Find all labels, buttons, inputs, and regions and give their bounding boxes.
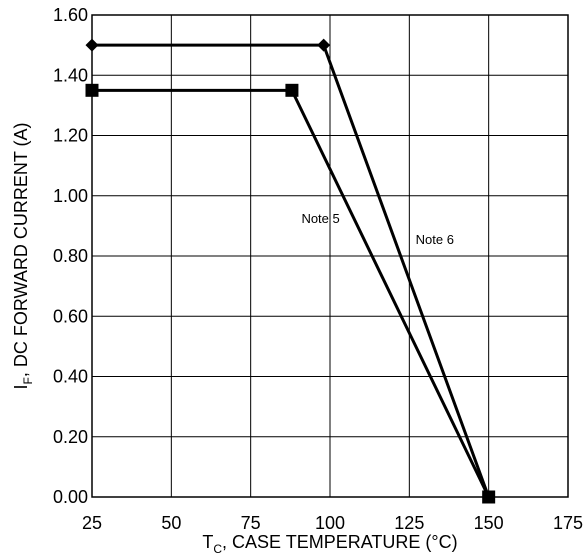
x-axis-title-rest: , CASE TEMPERATURE (°C) [222, 532, 458, 552]
x-tick-label: 50 [161, 513, 181, 533]
plot-frame [91, 14, 569, 498]
y-axis-title-main: I [11, 385, 31, 390]
series-line [92, 43, 491, 498]
y-axis-ticks: 0.00 0.20 0.40 0.60 0.80 1.00 1.20 1.40 1.60 [53, 5, 88, 507]
y-tick-label: 0.60 [53, 306, 88, 326]
y-tick-label: 0.80 [53, 246, 88, 266]
series-diamond [85, 38, 496, 504]
x-tick-label: 125 [394, 513, 424, 533]
grid-lines [91, 14, 569, 498]
series-square [85, 83, 496, 504]
x-axis-title-main: T [202, 532, 213, 552]
square-marker [482, 490, 496, 504]
diamond-marker [317, 38, 331, 52]
y-tick-label: 1.00 [53, 186, 88, 206]
square-marker [285, 83, 299, 97]
y-tick-label: 0.00 [53, 487, 88, 507]
data-series [85, 38, 496, 504]
x-axis-ticks: 25 50 75 100 125 150 175 [82, 513, 583, 533]
annotation-label: Note 5 [301, 211, 339, 226]
y-tick-label: 1.20 [53, 126, 88, 146]
x-tick-label: 75 [241, 513, 261, 533]
y-tick-label: 1.60 [53, 5, 88, 25]
y-tick-label: 0.40 [53, 367, 88, 387]
x-axis-title-sub: C [213, 542, 222, 554]
y-tick-label: 1.40 [53, 65, 88, 85]
square-marker [85, 83, 99, 97]
annotation-label: Note 6 [416, 232, 454, 247]
x-tick-label: 25 [82, 513, 102, 533]
diamond-marker [85, 38, 99, 52]
y-axis-title-sub: F [21, 377, 35, 384]
y-axis-title-rest: , DC FORWARD CURRENT (A) [11, 122, 31, 377]
x-tick-label: 100 [315, 513, 345, 533]
annotations: Note 5 Note 6 [301, 211, 454, 247]
y-axis-title: IF, DC FORWARD CURRENT (A) [11, 122, 35, 389]
x-tick-label: 150 [474, 513, 504, 533]
series-line [92, 88, 491, 498]
y-tick-label: 0.20 [53, 427, 88, 447]
x-tick-label: 175 [553, 513, 583, 533]
x-axis-title: TC, CASE TEMPERATURE (°C) [202, 532, 457, 554]
